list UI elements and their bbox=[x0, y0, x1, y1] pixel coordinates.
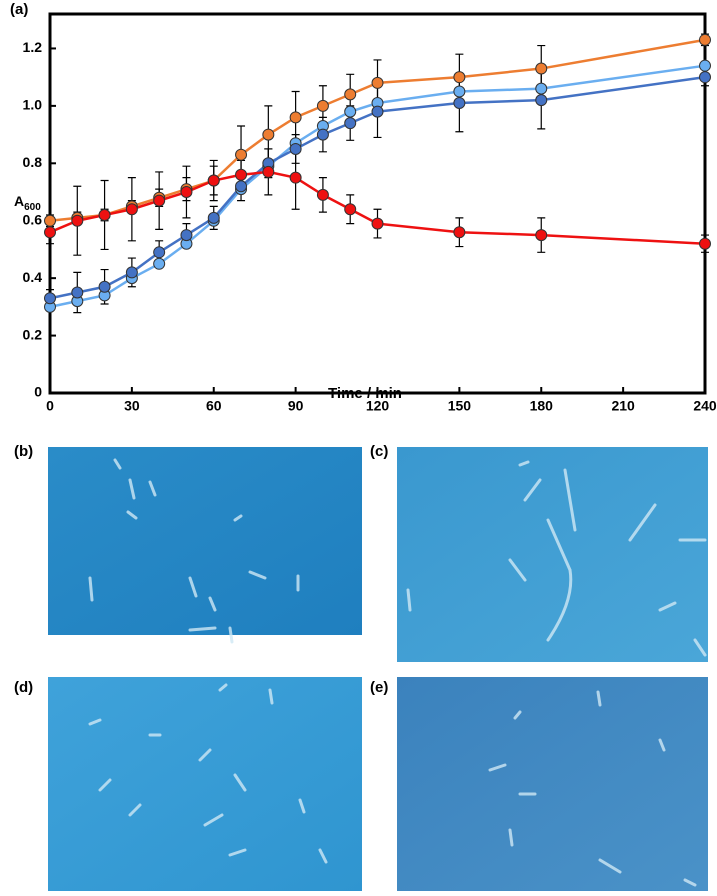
data-point bbox=[344, 117, 357, 130]
data-point bbox=[44, 214, 56, 227]
data-point bbox=[371, 105, 384, 118]
y-tick-label: 1.2 bbox=[23, 39, 43, 55]
data-point bbox=[699, 71, 711, 84]
data-point bbox=[235, 168, 248, 181]
data-point bbox=[125, 203, 138, 216]
data-point bbox=[125, 266, 138, 279]
data-point bbox=[262, 165, 275, 178]
data-point bbox=[180, 229, 193, 242]
y-tick-label: 0.6 bbox=[23, 211, 43, 227]
data-point bbox=[153, 257, 166, 270]
data-point bbox=[71, 214, 84, 227]
data-point bbox=[71, 286, 84, 299]
x-tick-label: 180 bbox=[530, 398, 554, 414]
data-point bbox=[98, 208, 111, 221]
data-point bbox=[207, 174, 220, 187]
x-tick-label: 210 bbox=[611, 398, 635, 414]
data-point bbox=[453, 71, 466, 84]
x-tick-label: 30 bbox=[124, 398, 140, 414]
y-tick-label: 0.8 bbox=[23, 154, 43, 170]
data-point bbox=[535, 94, 548, 107]
panel-label: (d) bbox=[14, 679, 33, 696]
series-line bbox=[49, 38, 706, 222]
panel-label: (a) bbox=[10, 1, 28, 18]
data-point bbox=[235, 180, 248, 193]
data-point bbox=[98, 280, 111, 293]
data-point bbox=[44, 292, 56, 305]
x-tick-label: 0 bbox=[46, 398, 54, 414]
data-point bbox=[289, 171, 302, 184]
data-point bbox=[316, 99, 329, 112]
y-tick-label: 0 bbox=[34, 384, 42, 400]
data-point bbox=[699, 237, 711, 250]
data-point bbox=[316, 188, 329, 201]
series-line bbox=[49, 170, 706, 245]
data-point bbox=[289, 142, 302, 155]
data-point bbox=[453, 226, 466, 239]
y-axis-label-sub: 600 bbox=[24, 202, 41, 213]
data-point bbox=[535, 62, 548, 75]
data-point bbox=[153, 246, 166, 259]
micrograph bbox=[397, 447, 708, 662]
data-point bbox=[344, 88, 357, 101]
y-axis-label: A600 bbox=[14, 193, 41, 213]
cells bbox=[88, 458, 707, 887]
data-point bbox=[153, 194, 166, 207]
data-point bbox=[535, 229, 548, 242]
y-tick-label: 1.0 bbox=[23, 97, 43, 113]
data-point bbox=[344, 203, 357, 216]
micrograph bbox=[48, 447, 362, 635]
data-point bbox=[699, 33, 711, 46]
data-point bbox=[316, 128, 329, 141]
data-point bbox=[453, 97, 466, 110]
data-point bbox=[262, 128, 275, 141]
micrograph bbox=[48, 677, 362, 891]
panel-label: (e) bbox=[370, 679, 388, 696]
x-tick-label: 60 bbox=[206, 398, 222, 414]
x-tick-label: 90 bbox=[288, 398, 304, 414]
data-point bbox=[371, 76, 384, 89]
panel-label: (c) bbox=[370, 443, 388, 460]
chart: 0 0.2 0.4 0.6 0.8 1.0 1.2 0 30 60 90 120 150 180 210 24… bbox=[23, 12, 717, 414]
data-point bbox=[699, 59, 711, 72]
y-tick-label: 0.4 bbox=[23, 269, 43, 285]
data-point bbox=[235, 148, 248, 161]
series-line bbox=[49, 64, 706, 309]
panel-label: (b) bbox=[14, 443, 33, 460]
data-point bbox=[207, 211, 220, 224]
x-tick-label: 240 bbox=[693, 398, 717, 414]
x-tick-label: 120 bbox=[366, 398, 390, 414]
y-axis-label-main: A bbox=[14, 193, 24, 209]
data-point bbox=[344, 105, 357, 118]
micrograph bbox=[397, 677, 708, 891]
data-point bbox=[44, 226, 56, 239]
y-tick-label: 0.2 bbox=[23, 326, 43, 342]
series-line bbox=[49, 75, 706, 300]
data-point bbox=[535, 82, 548, 95]
data-point bbox=[289, 111, 302, 124]
data-point bbox=[180, 186, 193, 199]
x-axis-label: Time / min bbox=[328, 385, 402, 402]
data-point bbox=[371, 217, 384, 230]
x-tick-label: 150 bbox=[448, 398, 472, 414]
data-point bbox=[453, 85, 466, 98]
